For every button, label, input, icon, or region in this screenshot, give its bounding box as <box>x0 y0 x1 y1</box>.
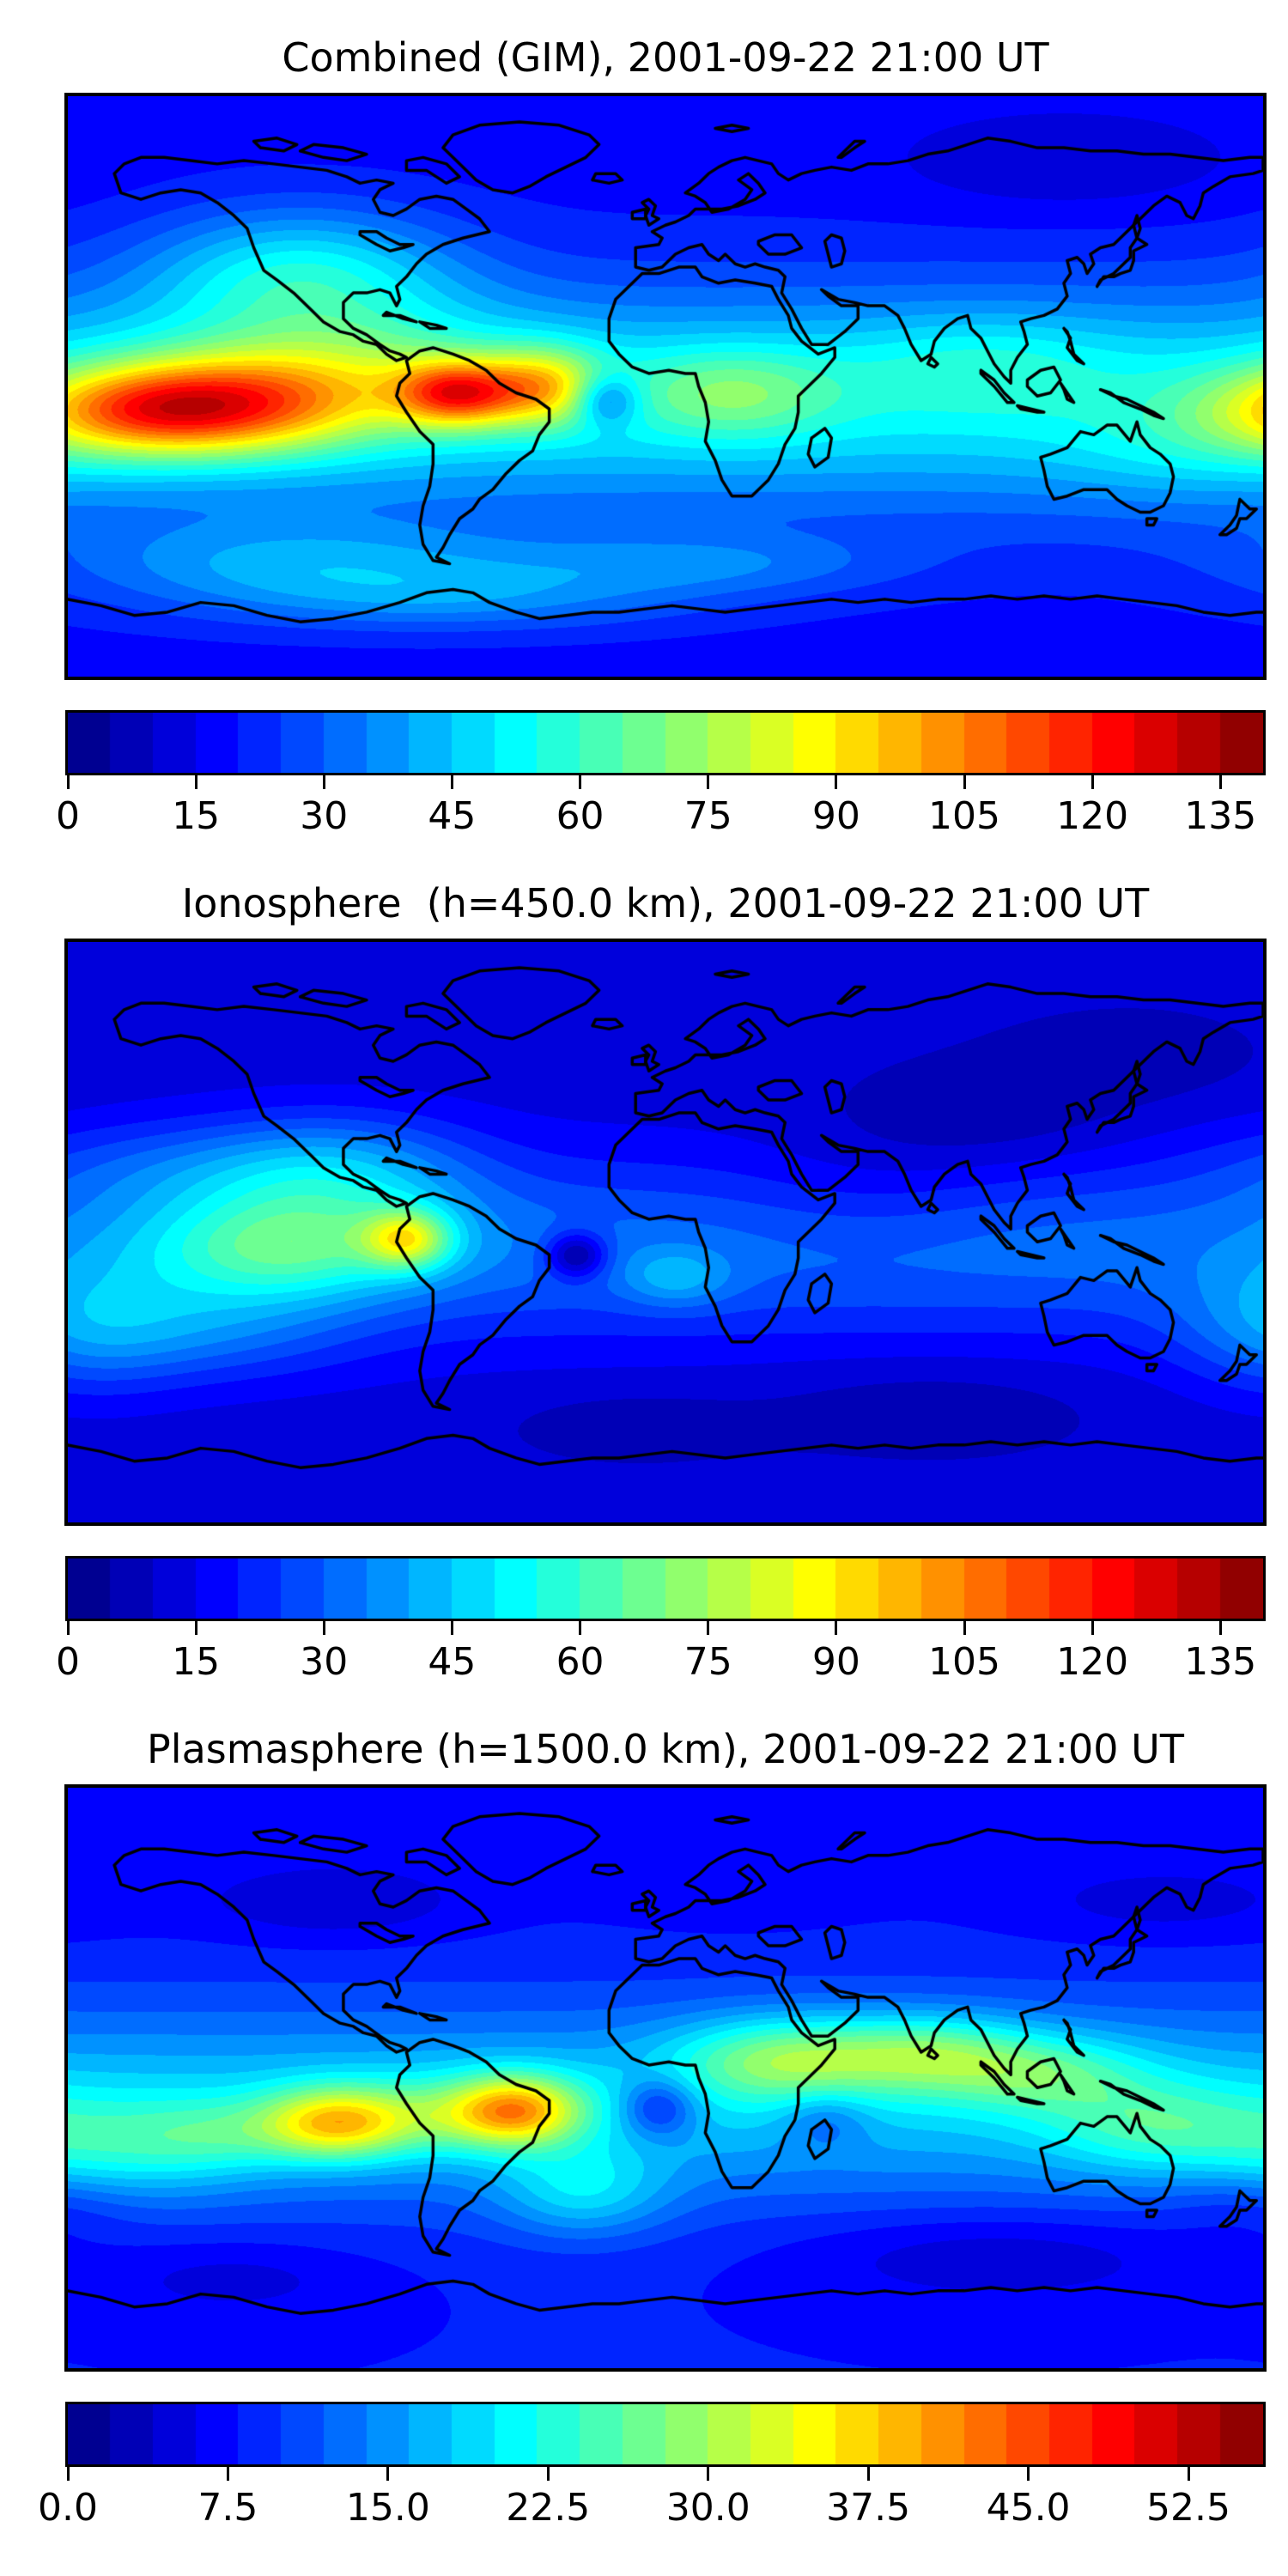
colorbar-tick-label: 60 <box>556 1640 605 1684</box>
colorbar-tick <box>1091 775 1094 789</box>
colorbar-tick <box>579 775 582 789</box>
colorbar-tick <box>963 1621 966 1635</box>
colorbar-tick-label: 90 <box>811 794 860 838</box>
colorbar-tick-label: 120 <box>1056 1640 1129 1684</box>
colorbar-tick <box>579 1621 582 1635</box>
colorbar-combined <box>65 710 1266 775</box>
panel-title-combined: Combined (GIM), 2001-09-22 21:00 UT <box>282 34 1049 81</box>
colorbar-tick <box>450 775 453 789</box>
colorbar-tick-label: 15 <box>172 1640 221 1684</box>
colorbar-tick-label: 75 <box>683 794 732 838</box>
colorbar-tick <box>386 2467 390 2481</box>
colorbar-tick-label: 0 <box>56 794 80 838</box>
colorbar-tick-label: 120 <box>1056 794 1129 838</box>
map-canvas-plasmasphere <box>68 1788 1263 2368</box>
colorbar-tick <box>1027 2467 1030 2481</box>
colorbar-tick-label: 15 <box>172 794 221 838</box>
colorbar-tick-label: 45 <box>428 1640 477 1684</box>
colorbar-tick <box>835 775 838 789</box>
colorbar-tick-label: 0 <box>56 1640 80 1684</box>
colorbar-tick <box>1091 1621 1094 1635</box>
colorbar-tick-label: 135 <box>1184 1640 1257 1684</box>
colorbar-tick <box>66 775 70 789</box>
map-plasmasphere <box>64 1784 1267 2372</box>
colorbar-tick-label: 15.0 <box>345 2486 430 2530</box>
colorbar-tick <box>66 2467 70 2481</box>
colorbar-tick <box>66 1621 70 1635</box>
colorbar-tick-label: 135 <box>1184 794 1257 838</box>
colorbar-tick <box>194 1621 197 1635</box>
map-canvas-ionosphere <box>68 942 1263 1522</box>
panel-title-ionosphere: Ionosphere (h=450.0 km), 2001-09-22 21:0… <box>181 880 1150 927</box>
colorbar-plasmasphere <box>65 2402 1266 2467</box>
colorbar-tick <box>707 2467 710 2481</box>
panel-title-plasmasphere: Plasmasphere (h=1500.0 km), 2001-09-22 2… <box>147 1726 1184 1772</box>
colorbar-canvas-combined <box>68 713 1263 773</box>
colorbar-tick-label: 75 <box>683 1640 732 1684</box>
colorbar-tick <box>1187 2467 1190 2481</box>
colorbar-tick-label: 30 <box>300 794 349 838</box>
colorbar-tick <box>835 1621 838 1635</box>
colorbar-tick-label: 45 <box>428 794 477 838</box>
colorbar-tick <box>226 2467 229 2481</box>
colorbar-tick-label: 105 <box>928 794 1000 838</box>
colorbar-tick-label: 7.5 <box>197 2486 258 2530</box>
colorbar-tick <box>866 2467 870 2481</box>
colorbar-tick-label: 30 <box>300 1640 349 1684</box>
colorbar-ticks-plasmasphere: 0.0 7.5 15.0 22.5 30.0 37.5 45.0 52.5 <box>38 2467 1263 2549</box>
colorbar-ticks-ionosphere: 0 15 30 45 60 75 90 105 120 135 <box>56 1621 1263 1703</box>
colorbar-tick <box>194 775 197 789</box>
colorbar-tick-label: 37.5 <box>826 2486 911 2530</box>
map-canvas-combined <box>68 96 1263 677</box>
colorbar-ionosphere <box>65 1556 1266 1621</box>
colorbar-tick-label: 22.5 <box>506 2486 591 2530</box>
colorbar-tick <box>1218 775 1222 789</box>
colorbar-tick-label: 105 <box>928 1640 1000 1684</box>
map-ionosphere <box>64 939 1267 1526</box>
colorbar-tick-label: 60 <box>556 794 605 838</box>
colorbar-tick <box>450 1621 453 1635</box>
colorbar-tick-label: 45.0 <box>986 2486 1071 2530</box>
colorbar-tick-label: 0.0 <box>38 2486 98 2530</box>
colorbar-tick <box>707 775 710 789</box>
colorbar-ticks-combined: 0 15 30 45 60 75 90 105 120 135 <box>56 775 1263 857</box>
colorbar-tick <box>1218 1621 1222 1635</box>
colorbar-canvas-plasmasphere <box>68 2404 1263 2464</box>
colorbar-tick <box>707 1621 710 1635</box>
colorbar-canvas-ionosphere <box>68 1558 1263 1619</box>
colorbar-tick <box>546 2467 550 2481</box>
map-combined <box>64 93 1267 680</box>
colorbar-tick-label: 52.5 <box>1146 2486 1230 2530</box>
colorbar-tick-label: 30.0 <box>665 2486 750 2530</box>
colorbar-tick <box>322 775 325 789</box>
colorbar-tick <box>322 1621 325 1635</box>
colorbar-tick <box>963 775 966 789</box>
colorbar-tick-label: 90 <box>811 1640 860 1684</box>
